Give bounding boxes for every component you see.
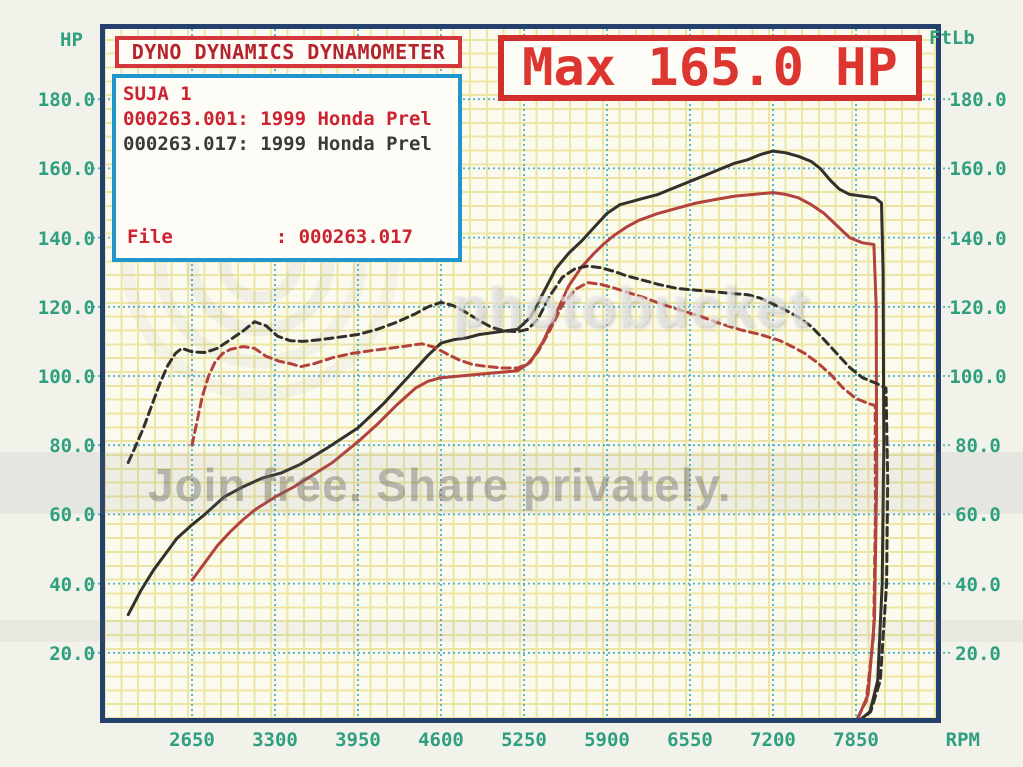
run2-label: 000263.017: 1999 Honda Prel (123, 133, 432, 155)
y-tick-label-left: 140.0 (37, 227, 95, 250)
y-tick-label-right: 180.0 (949, 89, 1007, 112)
y-tick-label-right: 120.0 (949, 296, 1007, 319)
run1-label: 000263.001: 1999 Honda Prel (123, 108, 432, 130)
hp-axis-title: HP (60, 29, 83, 51)
watermark-join-text: Join free. Share privately. (148, 459, 732, 511)
y-tick-label-left: 20.0 (49, 642, 95, 665)
y-tick-label-right: 80.0 (955, 435, 1001, 458)
y-tick-label-right: 100.0 (949, 366, 1007, 388)
x-tick-label: 7850 (833, 729, 879, 751)
file-label: File : 000263.017 (127, 226, 413, 248)
watermark-band-lower (0, 620, 1023, 642)
tune-name: SUJA 1 (123, 83, 192, 105)
ftlb-axis-title: FtLb (929, 27, 975, 49)
x-tick-label: 5250 (501, 729, 547, 751)
y-tick-label-left: 160.0 (37, 158, 95, 181)
y-tick-label-right: 140.0 (949, 227, 1007, 250)
watermark-band (0, 452, 1023, 514)
legend-box: SUJA 1 000263.001: 1999 Honda Prel 00026… (112, 74, 462, 262)
y-tick-label-left: 40.0 (49, 573, 95, 596)
max-hp-banner: Max 165.0 HP (498, 35, 922, 101)
dyno-title-box: DYNO DYNAMICS DYNAMOMETER (115, 36, 462, 68)
watermark-brand-text: photobucket (452, 275, 810, 338)
x-tick-label: 4600 (418, 729, 464, 751)
x-tick-label: 7200 (750, 729, 796, 751)
y-tick-label-left: 100.0 (37, 366, 95, 388)
x-tick-label: 3300 (252, 729, 298, 751)
y-tick-label-left: 120.0 (37, 296, 95, 319)
x-tick-label: 5900 (584, 729, 630, 751)
y-tick-label-left: 60.0 (49, 504, 95, 527)
rpm-axis-title: RPM (945, 729, 980, 751)
y-tick-label-right: 20.0 (955, 642, 1001, 665)
y-tick-label-left: 180.0 (37, 89, 95, 112)
y-tick-label-right: 160.0 (949, 158, 1007, 181)
y-tick-label-left: 80.0 (49, 435, 95, 458)
x-tick-label: 3950 (335, 729, 381, 751)
x-tick-label: 6550 (667, 729, 713, 751)
y-tick-label-right: 40.0 (955, 573, 1001, 596)
x-tick-label: 2650 (169, 729, 215, 751)
y-tick-label-right: 60.0 (955, 504, 1001, 527)
